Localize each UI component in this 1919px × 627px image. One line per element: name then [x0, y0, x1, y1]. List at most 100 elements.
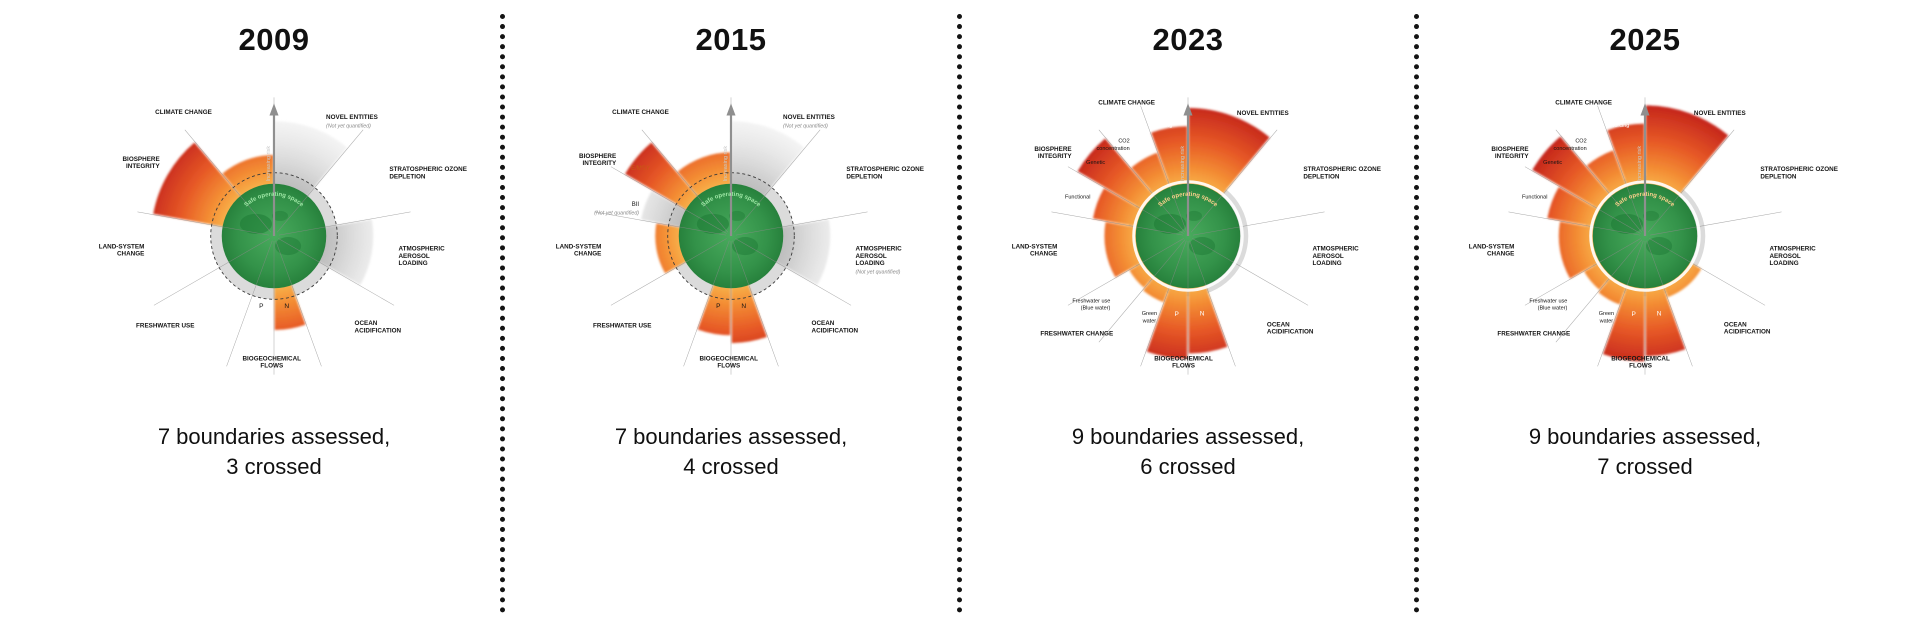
wedge-biogeochemical-flows-N [1188, 283, 1228, 354]
boundary-label: FRESHWATER CHANGE [1040, 330, 1113, 337]
boundary-label: Freshwater use (Blue water) [1072, 298, 1110, 311]
panel-2009: 2009 Increasing risk Safe operating space… [51, 0, 497, 627]
boundary-label: CLIMATE CHANGE [612, 109, 669, 116]
panel-2023: 2023 Increasing risk Safe operating space… [965, 0, 1411, 627]
boundary-label: ATMOSPHERIC AEROSOL LOADING [856, 246, 903, 267]
boundary-label: Genetic [1543, 160, 1562, 166]
wedge-biosphere-integrity-EMSY [625, 142, 699, 211]
boundary-label: NOVEL ENTITIES [1237, 110, 1289, 117]
safe-operating-space-circle [1592, 183, 1698, 289]
panel-year: 2015 [695, 22, 767, 57]
planetary-boundaries-chart-2015: Increasing risk Safe operating space CLIMA… [515, 60, 947, 412]
boundary-label: OCEAN ACIDIFICATION [812, 320, 859, 334]
dotted-separator [500, 14, 505, 613]
caption-line-1: 7 boundaries assessed, [157, 424, 391, 449]
boundary-label: BIOGEOCHEMICAL FLOWS [699, 355, 758, 369]
increasing-risk-label: Increasing risk [1637, 146, 1643, 182]
wedge-climate-change-radiative-forcing [1607, 123, 1645, 189]
boundary-label: Functional [1065, 195, 1090, 201]
panel-caption: 7 boundaries assessed, 4 crossed [615, 422, 847, 481]
wedge-biosphere-integrity-functional [1547, 186, 1602, 227]
not-quantified-note: (Not yet quantified) [326, 124, 371, 130]
panel-caption: 9 boundaries assessed, 6 crossed [1072, 422, 1304, 481]
boundary-label: LAND-SYSTEM CHANGE [1469, 243, 1515, 257]
wedge-biosphere-integrity-genetic [1532, 136, 1613, 211]
boundary-label: BIOSPHERE INTEGRITY [1491, 146, 1529, 160]
wedge-biogeochemical-flows-P [1146, 283, 1188, 359]
panel-caption: 7 boundaries assessed, 3 crossed [158, 422, 390, 481]
boundary-label: NOVEL ENTITIES [783, 114, 835, 121]
wedge-biogeochemical-flows-P [1602, 283, 1645, 362]
boundary-label: NOVEL ENTITIES [326, 114, 378, 121]
boundary-label: STRATOSPHERIC OZONE DEPLETION [1303, 166, 1381, 180]
boundary-dashed-circle [667, 172, 795, 300]
safe-operating-space-circle [221, 183, 327, 289]
dotted-separator [1414, 14, 1419, 613]
wedge-ocean-acidification [1662, 261, 1702, 298]
boundary-label: ATMOSPHERIC AEROSOL LOADING [1313, 246, 1360, 267]
boundary-label: N [1657, 311, 1662, 318]
wedge-climate-change-radiative-forcing [1151, 126, 1188, 189]
risk-arrow-head [1640, 103, 1650, 116]
boundary-label: CLIMATE CHANGE [1098, 99, 1155, 106]
wedge-climate-change-co2 [1586, 150, 1628, 198]
boundary-label: FRESHWATER USE [136, 322, 194, 329]
caption-line-1: 7 boundaries assessed, [614, 424, 848, 449]
wedge-biogeochemical-flows-N [274, 283, 306, 331]
wedge-novel-entities [731, 121, 805, 198]
caption-line-2: 6 crossed [1140, 453, 1236, 479]
boundary-label: Functional [1522, 195, 1547, 201]
boundary-label: ATMOSPHERIC AEROSOL LOADING [1770, 246, 1817, 267]
boundary-label: CLIMATE CHANGE [155, 109, 212, 116]
boundary-label: CO2 concentration [1554, 139, 1587, 152]
boundary-label: CO2 concentration [1097, 139, 1130, 152]
planetary-boundaries-chart-2009: Increasing risk Safe operating space CLIMA… [58, 60, 490, 412]
risk-arrow-head [269, 103, 279, 116]
boundary-label: STRATOSPHERIC OZONE DEPLETION [389, 166, 467, 180]
wedge-novel-entities [1645, 105, 1729, 198]
boundary-label: N [741, 303, 746, 310]
wedge-biogeochemical-flows-N [1645, 283, 1686, 357]
caption-line-1: 9 boundaries assessed, [1528, 424, 1762, 449]
dotted-separator [957, 14, 962, 613]
caption-line-2: 3 crossed [226, 453, 322, 479]
risk-arrow-head [1183, 103, 1193, 116]
boundary-label: OCEAN ACIDIFICATION [1724, 321, 1771, 335]
boundary-label: N [284, 303, 289, 310]
boundary-label: BIOSPHERE INTEGRITY [1034, 146, 1072, 160]
wedge-climate-change-co2 [1131, 152, 1171, 198]
wedge-atmospheric-aerosol-loading [774, 219, 831, 286]
safe-operating-space-circle [1135, 183, 1241, 289]
boundary-label: P [259, 303, 263, 310]
boundary-label: Radiative forcing [1153, 116, 1176, 129]
boundary-label: P [716, 303, 720, 310]
panel-2015: 2015 Increasing risk Safe operating space… [508, 0, 954, 627]
boundary-label: LAND-SYSTEM CHANGE [99, 243, 145, 257]
wedge-biogeochemical-flows-N [731, 283, 767, 344]
panel-2025: 2025 Increasing risk Safe operating space… [1422, 0, 1868, 627]
boundary-label: BII [632, 202, 640, 208]
boundary-label: OCEAN ACIDIFICATION [1267, 321, 1314, 335]
boundary-dashed-circle [210, 172, 338, 300]
boundary-label: P [1175, 311, 1179, 318]
boundary-label: OCEAN ACIDIFICATION [355, 320, 402, 334]
boundary-label: STRATOSPHERIC OZONE DEPLETION [1760, 166, 1838, 180]
boundary-label: E/MSY [631, 166, 650, 172]
wedge-biosphere-integrity-functional [1092, 188, 1145, 227]
boundary-label: BIOGEOCHEMICAL FLOWS [1611, 355, 1670, 369]
boundary-label: BIOSPHERE INTEGRITY [123, 156, 161, 170]
boundary-label: FRESHWATER USE [593, 322, 651, 329]
panel-year: 2023 [1152, 22, 1224, 57]
increasing-risk-label: Increasing risk [266, 146, 272, 182]
risk-arrow-head [726, 103, 736, 116]
boundary-label: ATMOSPHERIC AEROSOL LOADING [399, 246, 446, 267]
panel-year: 2009 [238, 22, 310, 57]
boundary-label: N [1200, 311, 1205, 318]
caption-line-2: 4 crossed [683, 453, 779, 479]
boundary-label: LAND-SYSTEM CHANGE [1012, 243, 1058, 257]
wedge-novel-entities [1188, 108, 1270, 198]
wedge-biosphere-integrity-BII [641, 190, 688, 227]
